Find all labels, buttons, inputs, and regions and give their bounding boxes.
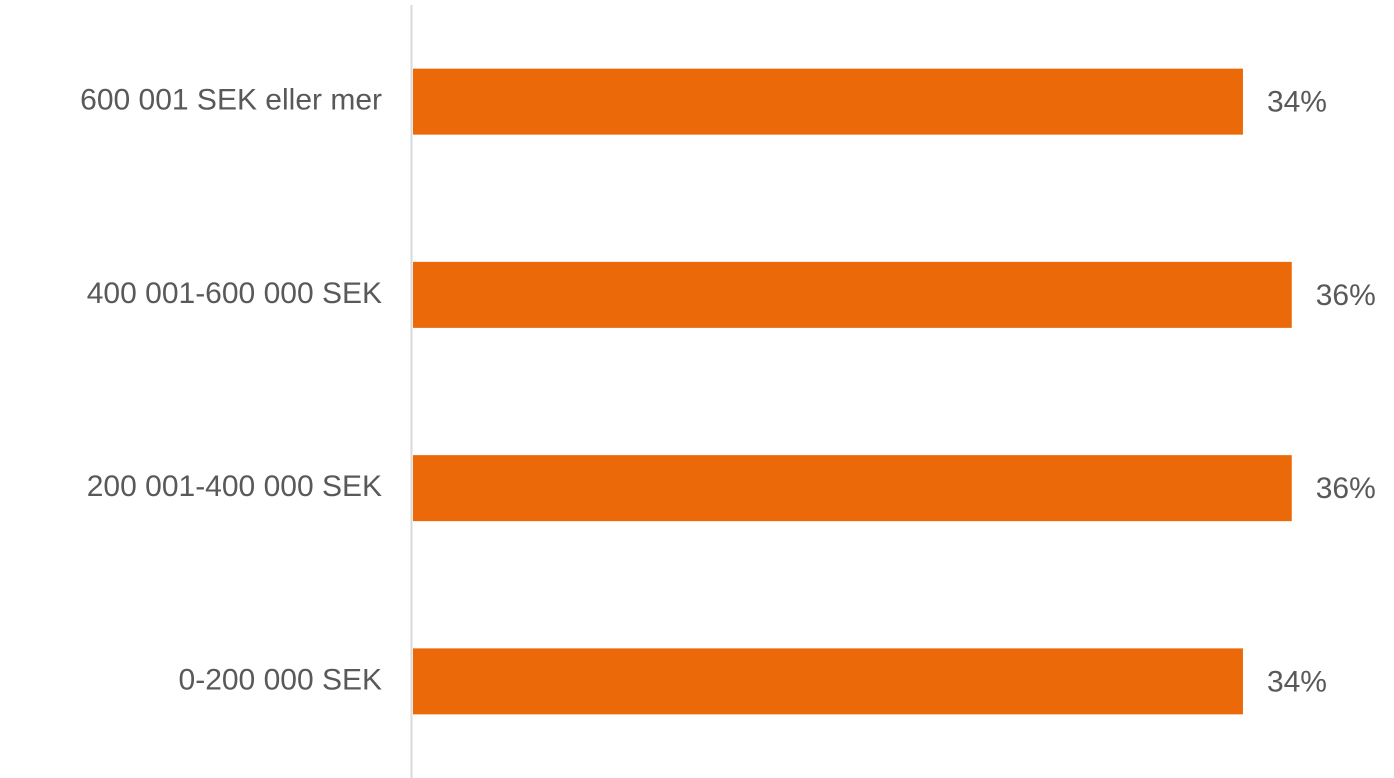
category-label: 600 001 SEK eller mer [80, 84, 382, 117]
category-label: 200 001-400 000 SEK [87, 470, 382, 503]
value-label: 36% [1316, 279, 1376, 312]
category-label: 0-200 000 SEK [179, 663, 382, 696]
value-label: 36% [1316, 472, 1376, 505]
bar [413, 648, 1243, 715]
bar [413, 261, 1292, 328]
bar [413, 455, 1292, 522]
bar [413, 68, 1243, 135]
value-label: 34% [1267, 665, 1327, 698]
value-label: 34% [1267, 86, 1327, 119]
category-label: 400 001-600 000 SEK [87, 277, 382, 310]
